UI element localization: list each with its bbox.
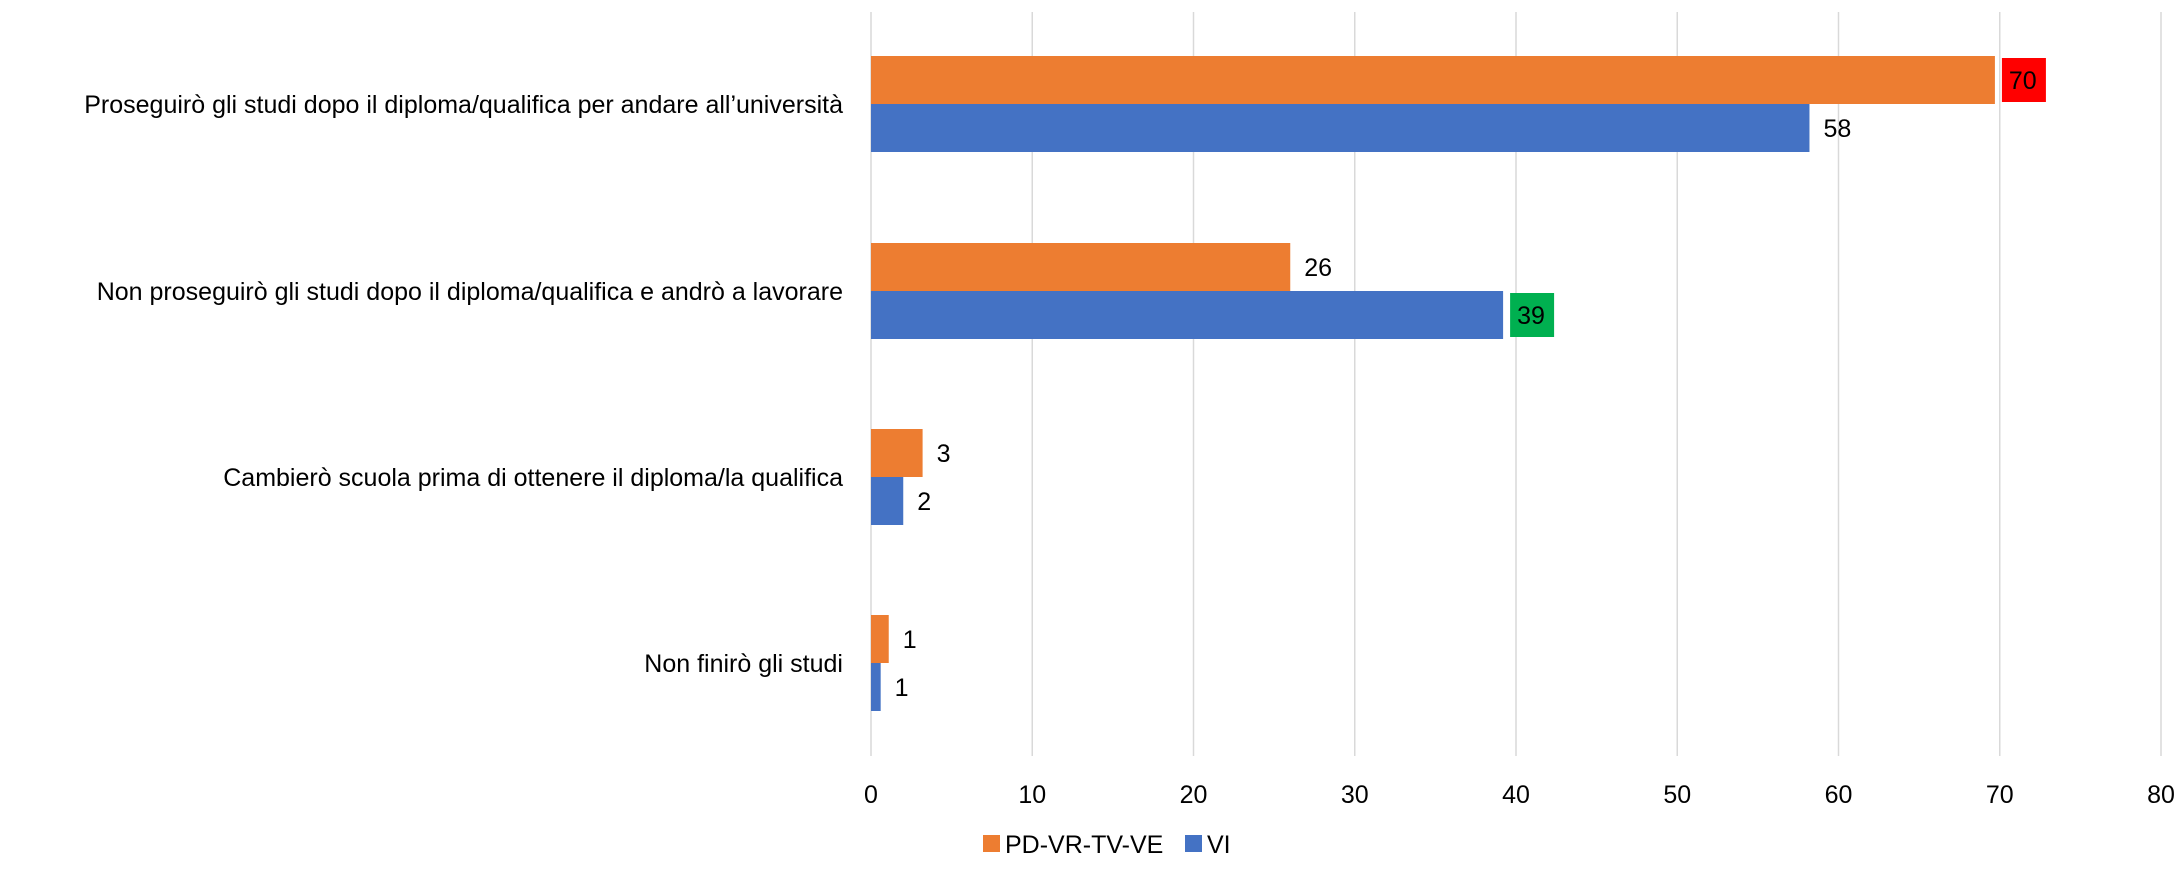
legend-swatch — [1185, 835, 1202, 852]
data-labels: 70 58 26 39 32 1 1 — [895, 58, 2046, 702]
category-label: Proseguirò gli studi dopo il diploma/qua… — [84, 91, 843, 119]
x-tick-label: 0 — [864, 781, 878, 809]
data-label: 39 — [1517, 302, 1545, 330]
bar — [871, 663, 881, 711]
data-label: 26 — [1304, 254, 1332, 282]
bar — [871, 429, 923, 477]
x-axis-ticks: 0 10 20 30 40 50 60 70 80 — [864, 781, 2175, 809]
data-label: 2 — [917, 488, 931, 516]
x-tick-label: 30 — [1341, 781, 1369, 809]
bar — [871, 615, 889, 663]
legend-label: PD-VR-TV-VE — [1005, 831, 1163, 859]
data-label: 1 — [895, 674, 909, 702]
bar — [871, 104, 1810, 152]
x-tick-label: 60 — [1825, 781, 1853, 809]
data-label: 3 — [937, 440, 951, 468]
x-tick-label: 50 — [1663, 781, 1691, 809]
category-labels: Proseguirò gli studi dopo il diploma/qua… — [84, 91, 843, 678]
legend: PD-VR-TV-VE VI — [983, 831, 1231, 859]
x-tick-label: 10 — [1018, 781, 1046, 809]
x-tick-label: 70 — [1986, 781, 2014, 809]
data-label-highlight — [1510, 293, 1555, 337]
legend-swatch — [983, 835, 1000, 852]
data-label: 1 — [903, 626, 917, 654]
legend-label: VI — [1207, 831, 1231, 859]
x-tick-label: 40 — [1502, 781, 1530, 809]
bar — [871, 243, 1291, 291]
category-label: Non finirò gli studi — [644, 650, 843, 678]
bar — [871, 56, 1995, 104]
bar — [871, 477, 904, 525]
bars — [871, 56, 1995, 711]
category-label: Cambierò scuola prima di ottenere il dip… — [223, 464, 843, 492]
x-tick-label: 80 — [2147, 781, 2175, 809]
data-label: 70 — [2009, 67, 2037, 95]
category-label: Non proseguirò gli studi dopo il diploma… — [97, 278, 843, 306]
x-tick-label: 20 — [1180, 781, 1208, 809]
bar — [871, 291, 1504, 339]
data-label-highlight — [2001, 58, 2046, 102]
data-label: 58 — [1823, 115, 1851, 143]
